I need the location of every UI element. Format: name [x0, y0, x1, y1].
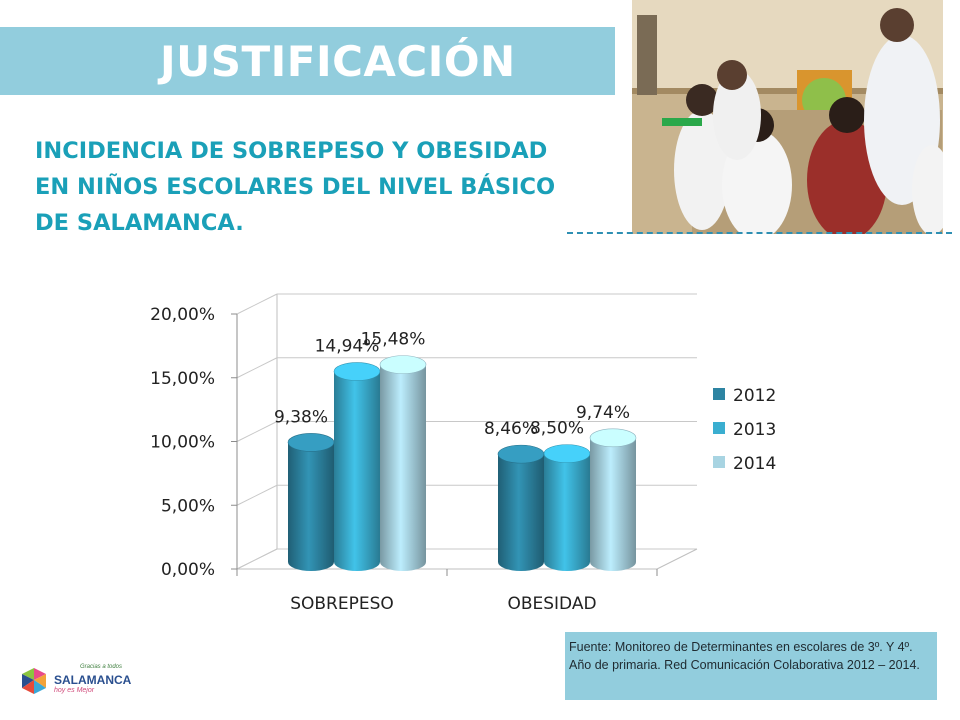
- logo-tagline-top: Gracias a todos: [80, 664, 123, 670]
- y-tick-label: 0,00%: [161, 560, 215, 580]
- dashed-divider: [567, 232, 952, 234]
- bar-2013-obesidad: [544, 453, 590, 571]
- bar-top-2012-sobrepeso: [287, 433, 335, 452]
- source-text: Fuente: Monitoreo de Determinantes en es…: [569, 640, 920, 672]
- data-label: 9,38%: [274, 407, 328, 427]
- salamanca-logo: Gracias a todos SALAMANCA hoy es Mejor: [18, 664, 158, 706]
- x-category-label: SOBREPESO: [290, 594, 394, 614]
- data-label: 8,50%: [530, 419, 584, 439]
- bar-top-2013-sobrepeso: [333, 362, 381, 381]
- y-tick-label: 20,00%: [150, 305, 215, 325]
- legend-swatch-2013: [713, 422, 725, 434]
- bar-top-2014-obesidad: [589, 428, 637, 448]
- bar-2014-sobrepeso: [380, 364, 426, 571]
- legend-swatch-2014: [713, 456, 725, 468]
- bar-chart: 0,00% 5,00% 10,00% 15,00% 20,00% 9,38% 14,94%1…: [150, 293, 776, 614]
- chart-subtitle: INCIDENCIA DE SOBREPESO Y OBESIDAD EN NI…: [35, 133, 595, 241]
- y-tick-label: 15,00%: [150, 369, 215, 389]
- bar-top-2013-obesidad: [543, 444, 591, 463]
- page-title: JUSTIFICACIÓN: [160, 37, 516, 86]
- gridline-diagonal: [236, 357, 278, 379]
- bar-top-2012-obesidad: [497, 444, 545, 464]
- y-tick-label: 5,00%: [161, 496, 215, 516]
- gridline-diagonal: [236, 484, 278, 506]
- title-banner: [0, 27, 615, 95]
- subtitle-line-1: INCIDENCIA DE SOBREPESO Y OBESIDAD: [35, 138, 548, 164]
- legend-label-2012: 2012: [733, 386, 776, 406]
- legend-label-2014: 2014: [733, 454, 776, 474]
- bar-2012-obesidad: [498, 454, 544, 571]
- bar-2014-obesidad: [590, 437, 636, 571]
- y-tick-label: 10,00%: [150, 433, 215, 453]
- data-label: 14,94%: [315, 337, 380, 357]
- legend-swatch-2012: [713, 388, 725, 400]
- data-label: 15,48%: [361, 330, 426, 350]
- logo-tagline-bottom: hoy es Mejor: [54, 687, 95, 694]
- gridline-diagonal: [236, 421, 278, 442]
- data-label: 8,46%: [484, 419, 538, 439]
- subtitle-line-3: DE SALAMANCA.: [35, 210, 244, 236]
- logo-mark-icon: [22, 668, 46, 694]
- gridline-diagonal: [236, 293, 278, 315]
- bar-2012-sobrepeso: [288, 442, 334, 571]
- subtitle-line-2: EN NIÑOS ESCOLARES DEL NIVEL BÁSICO: [35, 174, 556, 200]
- x-category-label: OBESIDAD: [507, 594, 596, 614]
- source-box: Fuente: Monitoreo de Determinantes en es…: [565, 632, 937, 700]
- floor-right-edge: [656, 548, 698, 570]
- classroom-photo: [632, 0, 943, 234]
- legend-label-2013: 2013: [733, 420, 776, 440]
- data-label: 9,74%: [576, 403, 630, 423]
- bar-top-2014-sobrepeso: [379, 355, 427, 374]
- logo-name: SALAMANCA: [54, 673, 132, 687]
- bar-2013-sobrepeso: [334, 371, 380, 571]
- gridline-diagonal: [236, 548, 278, 570]
